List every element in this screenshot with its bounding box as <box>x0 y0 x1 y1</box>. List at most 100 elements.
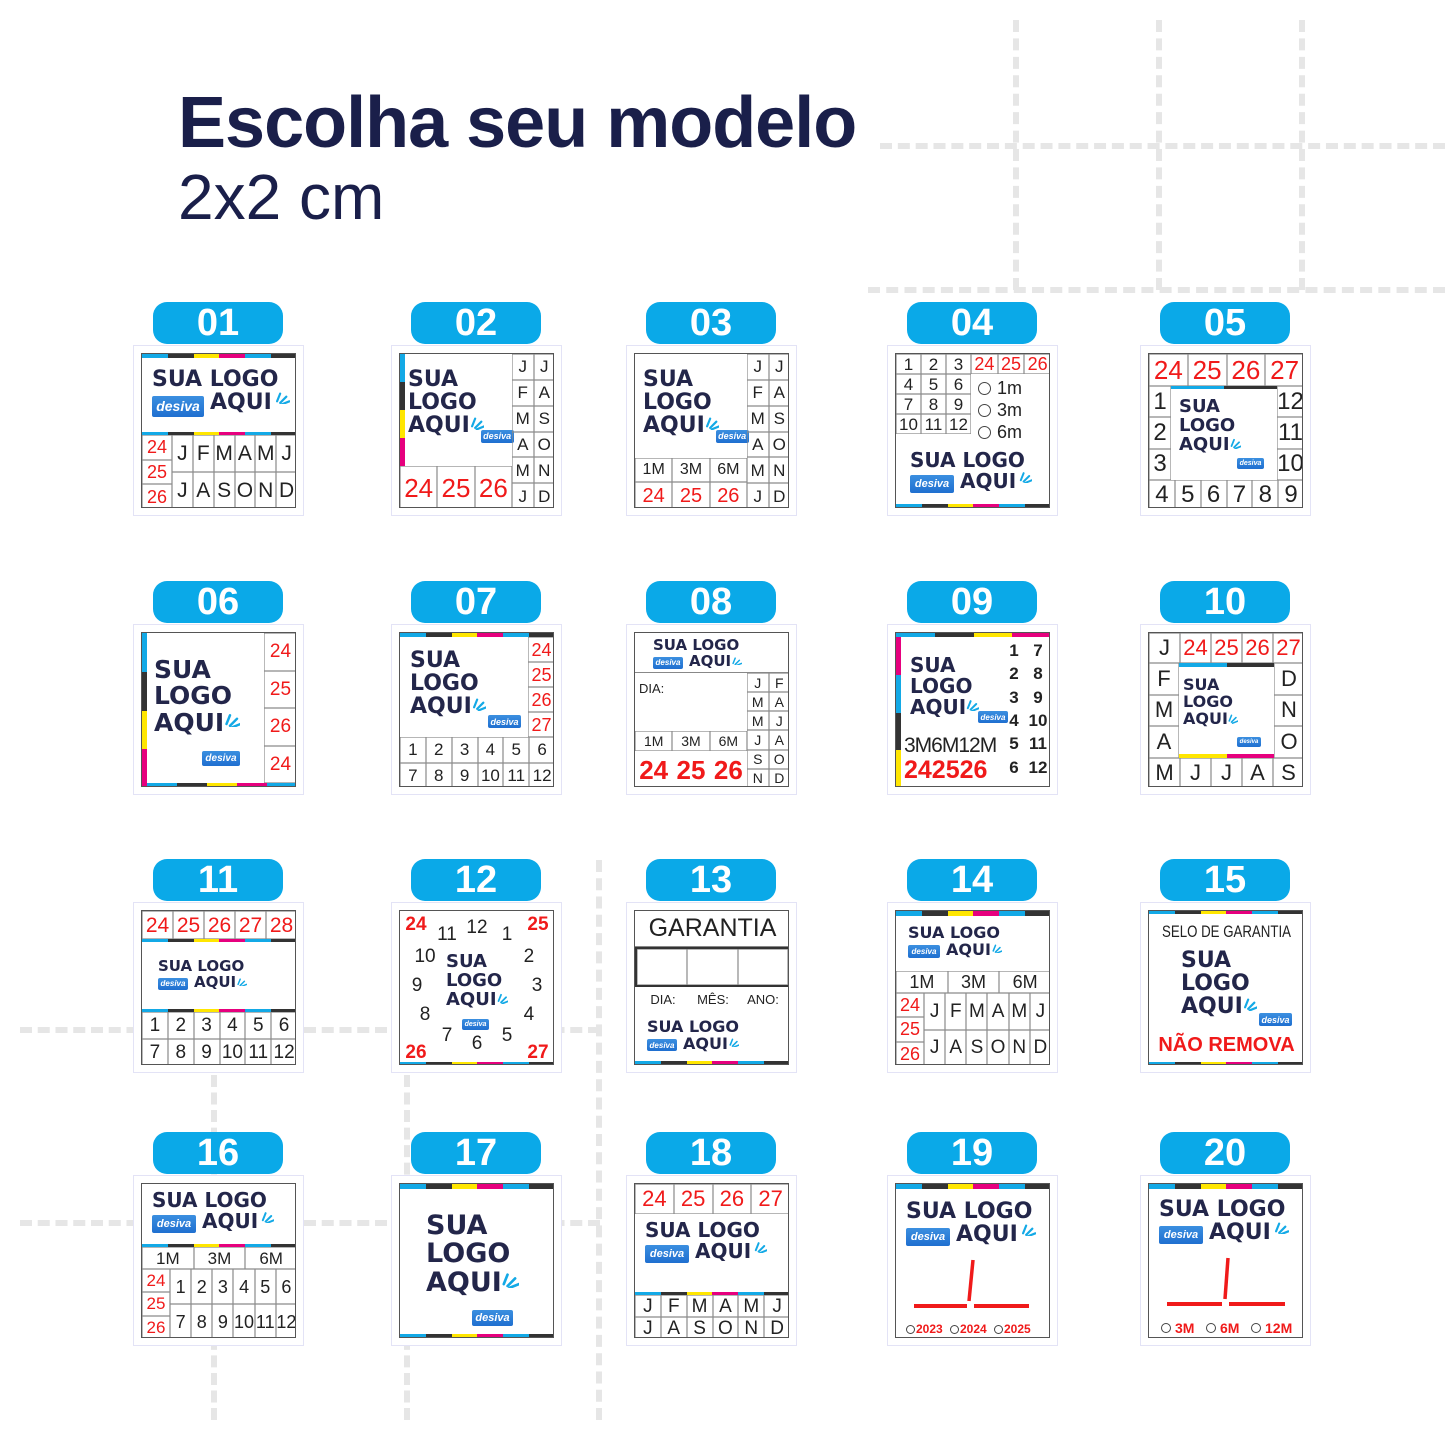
logo-placeholder: SUA LOGO AQUI <box>154 656 232 736</box>
model-number-badge: 12 <box>411 859 541 901</box>
grid-cell: F <box>512 380 534 406</box>
grid-cell: J <box>924 993 945 1030</box>
grid-row: 24 25 26 <box>400 466 512 507</box>
stripe-segment <box>934 633 974 637</box>
grid-cell: J <box>1180 758 1211 786</box>
model-card-06[interactable]: 06 SUA LOGO AQUI desiva 24 25 26 24 <box>133 581 304 795</box>
clock-number: 5 <box>501 1024 513 1046</box>
stripe-segment <box>1174 1062 1201 1064</box>
background-dashed-line <box>880 143 1445 149</box>
year-grid: 24 25 26 <box>400 466 512 507</box>
option-label: 1m <box>997 378 1023 398</box>
background-dashed-line <box>20 1220 600 1226</box>
radio-circle-icon <box>1161 1323 1171 1333</box>
model-card-14[interactable]: 14 SUA LOGO AQUI desiva 1M 3M 6M 24 25 26 J F M A M J J A… <box>887 859 1058 1073</box>
stripe-segment <box>896 712 901 751</box>
model-card-12[interactable]: 12 24 25 26 27 1 2 3 4 5 6 7 8 9 10 11 12 SUA LOGO AQUI desi… <box>391 859 562 1073</box>
stripe-segment <box>712 1061 739 1064</box>
model-card-01[interactable]: 01 SUA LOGO AQUI desiva 24 25 26 J F M A M J J A S O N D <box>133 302 304 516</box>
grid-cell: 1 <box>142 1012 168 1039</box>
grid-row: 10 <box>1277 449 1302 480</box>
grid-cell: A <box>193 472 214 507</box>
grid-cell: D <box>1030 1030 1049 1065</box>
stripe-segment <box>1174 1184 1201 1189</box>
radio-circle-icon <box>950 1324 959 1334</box>
stripe-segment <box>451 1334 478 1337</box>
grid-cell: 8 <box>191 1304 212 1337</box>
model-number-badge: 04 <box>907 302 1037 344</box>
logo-word: LOGO <box>697 1218 760 1242</box>
grid-cell: 8 <box>168 1039 194 1064</box>
grid-row: 24 <box>528 637 553 662</box>
year-grid: 24 25 26 <box>971 354 1049 374</box>
sticker-preview: 1 2 3 4 5 6 7 8 9 10 11 12 24 25 26 1m 3m 6m SUA LOGO AQUI d… <box>895 353 1050 508</box>
model-card-03[interactable]: 03 SUA LOGO AQUI desiva J J F A M S A O M N J D 1M 3M 6M 24 2… <box>626 302 797 516</box>
stripe-segment <box>245 1244 272 1247</box>
logo-line-aqui: AQUI <box>1183 708 1228 728</box>
grid-cell: 24 <box>1149 354 1188 386</box>
sticker-preview: SUA LOGO AQUI desiva 1M 3M 6M 24 25 26 1 2 3 4 5 6 7 8 9 1… <box>141 1183 296 1338</box>
model-card-11[interactable]: 11 24 25 26 27 28 SUA LOGO AQUI desiva 1 2 3 4 5 6 7 8 9 1… <box>133 859 304 1073</box>
grid-cell: 25 <box>896 1017 924 1041</box>
stripe-segment <box>1025 911 1049 916</box>
grid-cell: F <box>193 435 214 472</box>
brand-logo: desiva <box>978 711 1008 723</box>
logo-placeholder: SUA LOGO AQUI <box>908 924 1000 959</box>
grid-row: 24 <box>142 1269 170 1292</box>
grid-cell: 26 <box>142 1316 170 1337</box>
model-card-05[interactable]: 05 24 25 26 27 1 2 3 12 11 10 4 5 6 7 8 9 SUA LOGO AQUI desi… <box>1140 302 1311 516</box>
brand-logo: desiva <box>645 1245 689 1263</box>
model-card-04[interactable]: 04 1 2 3 4 5 6 7 8 9 10 11 12 24 25 26 1m 3m 6m SUA LOGO AQU… <box>887 302 1058 516</box>
option-label: 2023 <box>916 1322 943 1336</box>
model-card-17[interactable]: 17 SUA LOGO AQUI desiva <box>391 1132 562 1346</box>
cmyk-stripe <box>896 637 901 786</box>
model-card-02[interactable]: 02 SUA LOGO AQUI desiva J J F A M S A O M N J D 24 25 26 <box>391 302 562 516</box>
stripe-segment <box>1226 754 1274 758</box>
grid-cell: A <box>1149 726 1179 758</box>
period-text: 3M6M12M <box>904 733 997 757</box>
grid-cell: 9 <box>1278 480 1302 507</box>
stripe-segment <box>896 504 922 507</box>
stripe-segment <box>142 749 147 786</box>
grid-cell: 1 <box>896 354 921 374</box>
logo-placeholder: SUA LOGO AQUI <box>1179 397 1235 455</box>
grid-row: 25 <box>142 460 172 485</box>
model-card-08[interactable]: 08 SUA LOGO AQUI desiva DIA: J F M A M J J A S O N D 1M 3M… <box>626 581 797 795</box>
cmyk-stripe <box>142 432 295 435</box>
model-card-16[interactable]: 16 SUA LOGO AQUI desiva 1M 3M 6M 24 25 26 1 2 3 4 5 6 7 8… <box>133 1132 304 1346</box>
logo-word: SUA <box>1159 1197 1210 1222</box>
model-card-19[interactable]: 19 SUA LOGO AQUI desiva 2023 2024 2025 <box>887 1132 1058 1346</box>
grid-cell: 11 <box>503 763 529 787</box>
number-pairs: 1 7 2 8 3 9 4 10 5 11 6 12 <box>1002 639 1049 779</box>
logo-word: LOGO <box>692 636 740 654</box>
grid-cell: 12 <box>529 763 553 787</box>
model-card-09[interactable]: 09 SUA LOGO AQUI desiva 1 7 2 8 3 9 4 10 5 11 6 12 3M6M12… <box>887 581 1058 795</box>
model-card-15[interactable]: 15 SELO DE GARANTIA SUA LOGO AQUI desiva NÃO R… <box>1140 859 1311 1073</box>
model-card-07[interactable]: 07 SUA LOGO AQUI desiva 24 25 26 27 1 2 3 4 5 6 7 8 9 10 11… <box>391 581 562 795</box>
logo-line-aqui: AQUI <box>910 695 967 719</box>
stripe-segment <box>921 1184 948 1189</box>
grid-cell: A <box>512 432 534 458</box>
warranty-title: GARANTIA <box>635 911 788 947</box>
model-number-badge: 07 <box>411 581 541 623</box>
model-card-20[interactable]: 20 SUA LOGO AQUI desiva 3M 6M 12M <box>1140 1132 1311 1346</box>
grid-row: F <box>1149 663 1179 695</box>
grid-cell: D <box>769 483 789 507</box>
model-card-13[interactable]: 13 GARANTIA DIA: MÊS: ANO: SUA LOGO AQUI desiva <box>626 859 797 1073</box>
grid-cell: 7 <box>170 1304 191 1337</box>
model-card-10[interactable]: 10 J 24 25 26 27 F M A D N O M J J A S SUA LOGO AQUI desiva <box>1140 581 1311 795</box>
model-card-18[interactable]: 18 24 25 26 27 SUA LOGO AQUI desiva J F M A M J J A S O N D <box>626 1132 797 1346</box>
sticker-preview: SUA LOGO AQUI desiva DIA: J F M A M J J A S O N D 1M 3M 6M… <box>634 632 789 787</box>
logo-line-logo: LOGO <box>446 969 503 991</box>
stripe-segment <box>193 432 220 435</box>
grid-cell: S <box>769 406 789 432</box>
grid-cell: 26 <box>713 1184 752 1214</box>
grid-row: 4 10 <box>1002 709 1049 732</box>
grid-row: 24 25 26 <box>971 354 1049 374</box>
grid-row: 26 <box>896 1042 924 1064</box>
